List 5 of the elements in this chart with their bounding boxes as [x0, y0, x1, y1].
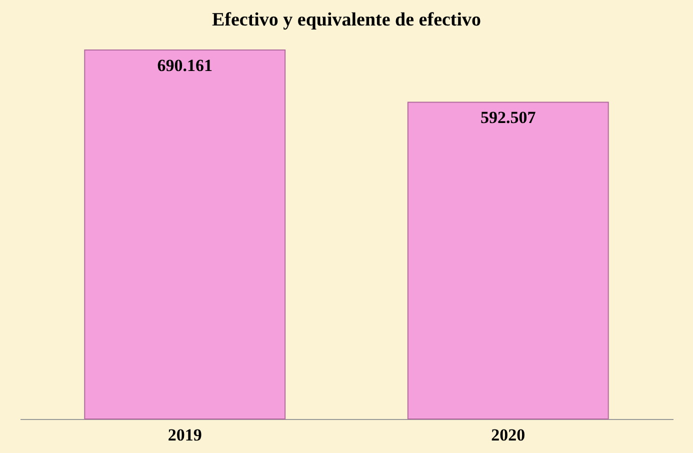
data-label: 592.507: [480, 108, 536, 128]
x-tick-label: 2020: [491, 426, 526, 444]
data-label: 690.161: [157, 56, 212, 75]
chart-title: Efectivo y equivalente de efectivo: [212, 10, 482, 30]
x-tick-label: 2019: [168, 426, 202, 444]
